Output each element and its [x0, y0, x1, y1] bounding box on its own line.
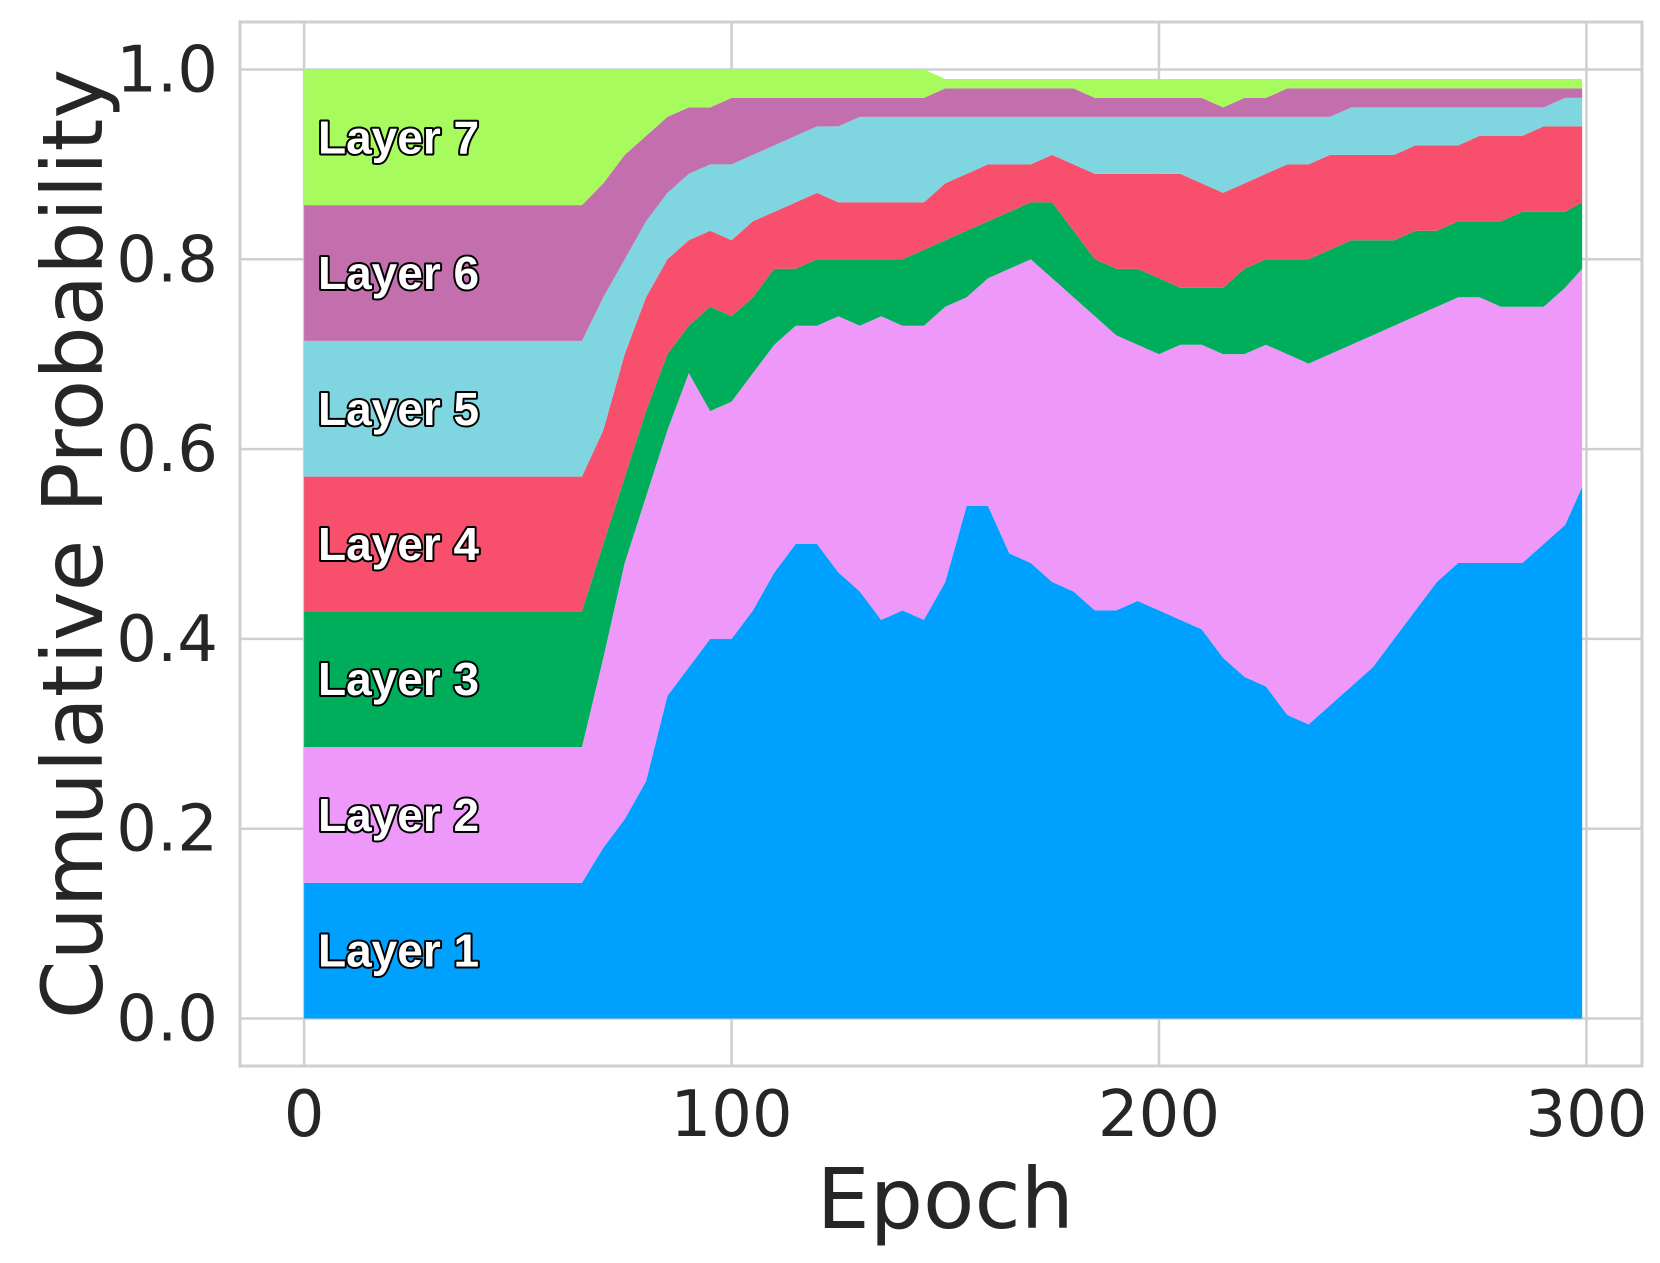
layer-label-2: Layer 2 [318, 789, 479, 841]
y-axis-label: Cumulative Probability [24, 69, 122, 1019]
layer-label-6: Layer 6 [318, 247, 479, 299]
x-tick-label-0: 0 [284, 1078, 325, 1152]
area-layer-2 [304, 259, 1583, 883]
layer-label-7: Layer 7 [318, 111, 479, 163]
area-layers [304, 69, 1583, 1019]
area-layer-7 [304, 69, 1583, 206]
y-tick-labels: 0.0 0.2 0.4 0.6 0.8 1.0 [116, 33, 218, 1056]
x-tick-labels: 0 100 200 300 [284, 1078, 1648, 1152]
y-tick-label-1: 0.2 [116, 793, 218, 867]
y-tick-label-4: 0.8 [116, 223, 218, 297]
x-axis-label: Epoch [817, 1150, 1074, 1248]
layer-label-5: Layer 5 [318, 383, 479, 435]
area-layer-4 [304, 126, 1583, 612]
area-layer-6 [304, 88, 1583, 341]
y-tick-label-0: 0.0 [116, 983, 218, 1057]
x-tick-label-3: 300 [1525, 1078, 1647, 1152]
x-tick-label-2: 200 [1098, 1078, 1220, 1152]
x-tick-label-1: 100 [670, 1078, 792, 1152]
layer-label-1: Layer 1 [318, 925, 479, 977]
y-tick-label-5: 1.0 [116, 33, 218, 107]
area-layer-5 [304, 97, 1583, 477]
area-layer-3 [304, 202, 1583, 748]
layer-labels: Layer 1 Layer 2 Layer 3 Layer 4 Layer 5 Layer… [316, 109, 482, 978]
area-layer-1 [304, 487, 1583, 1019]
layer-label-3: Layer 3 [318, 653, 479, 705]
y-tick-label-2: 0.4 [116, 603, 218, 677]
plot-frame [238, 20, 1644, 1068]
layer-label-4: Layer 4 [318, 518, 480, 570]
y-tick-label-3: 0.6 [116, 413, 218, 487]
